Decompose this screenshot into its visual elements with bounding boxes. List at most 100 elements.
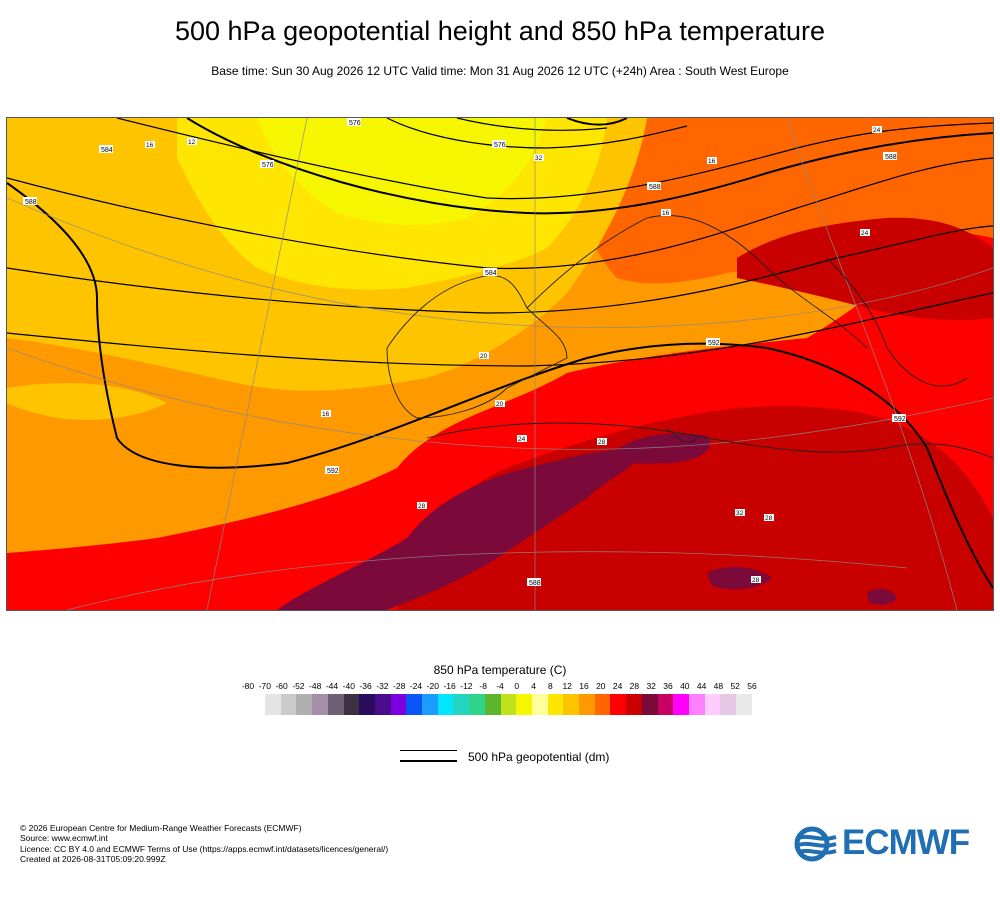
contour-label: 588 [647, 182, 661, 191]
contour-label-text: 588 [885, 154, 897, 161]
colorbar-tick-label: 28 [629, 681, 640, 691]
colorbar-swatch [484, 694, 501, 715]
ecmwf-logo-text: ECMWF [842, 823, 970, 862]
footer-source: Source: www.ecmwf.int [20, 833, 108, 844]
temp-label: 28 [597, 438, 607, 446]
temp-band-warm-west [7, 383, 167, 420]
colorbar-tick-label: -24 [409, 681, 423, 691]
temp-label-text: 16 [708, 158, 716, 165]
contour-label: 588 [883, 152, 897, 161]
colorbar-tick-label: -12 [460, 681, 473, 691]
contour-label-text: 588 [25, 199, 37, 206]
temp-label-text: 32 [535, 155, 543, 162]
colorbar-tick-label: -44 [325, 681, 339, 691]
contour-label-text: 588 [529, 580, 541, 587]
colorbar-tick-label: 44 [696, 681, 707, 691]
temp-label-group: 16 12 16 20 16 16 20 24 28 28 32 24 24 2… [145, 126, 882, 584]
temp-label-text: 16 [662, 210, 670, 217]
contour-label-text: 584 [101, 147, 113, 154]
chart-title: 500 hPa geopotential height and 850 hPa … [174, 16, 825, 46]
ecmwf-logo: ECMWF [794, 823, 984, 862]
temp-label-text: 32 [736, 510, 744, 517]
colorbar-tick-label: 4 [531, 681, 536, 691]
colorbar-swatch [579, 694, 595, 715]
footer-copyright: © 2026 European Centre for Medium-Range … [20, 823, 302, 833]
temp-label-text: 28 [598, 439, 606, 446]
colorbar-swatch [406, 694, 423, 715]
colorbar-tick-label: -20 [426, 681, 439, 691]
lat-lon-grid [7, 118, 993, 610]
temp-band-32 [277, 448, 639, 610]
geopotential-contours [7, 118, 993, 367]
temp-label: 16 [661, 209, 671, 217]
colorbar-swatch [296, 694, 313, 715]
temp-label: 32 [534, 154, 544, 162]
colorbar-tick-label: 32 [646, 681, 656, 691]
colorbar-tick-label: -32 [376, 681, 389, 691]
colorbar-tick-label: 0 [514, 681, 520, 691]
legend-line-thick [400, 760, 457, 762]
colorbar-swatch [359, 694, 375, 715]
colorbar-swatch [720, 694, 737, 715]
colorbar-swatch [547, 694, 564, 715]
colorbar-tick-label: -28 [393, 681, 406, 691]
coastlines [386, 215, 993, 459]
footer-licence: Licence: CC BY 4.0 and ECMWF Terms of Us… [20, 843, 389, 854]
temp-label: 28 [751, 576, 761, 584]
temp-label-text: 20 [496, 401, 504, 408]
temp-label: 16 [145, 141, 155, 149]
colorbar-swatch [280, 694, 297, 715]
temp-label-text: 24 [861, 230, 869, 237]
temp-label: 16 [707, 157, 717, 165]
colorbar-tick-label: -8 [479, 681, 487, 691]
colorbar-swatch [641, 694, 658, 715]
contour-label-text: 584 [485, 270, 497, 277]
temp-label: 28 [764, 514, 774, 522]
colorbar-swatch [422, 694, 438, 715]
contour-label-text: 576 [349, 120, 361, 127]
colorbar-swatch [265, 694, 281, 715]
footer-created: Created at 2026-08-31T05:09:20.999Z [20, 854, 166, 865]
colorbar-swatch [594, 694, 611, 715]
colorbar-swatch [390, 694, 407, 715]
temp-band-32-south [707, 566, 772, 590]
temp-label-text: 16 [146, 142, 154, 149]
temp-band-32-east [867, 588, 897, 605]
colorbar-tick-label: -4 [496, 681, 504, 691]
temp-label: 24 [517, 435, 527, 443]
colorbar [265, 694, 752, 715]
temp-band-28 [397, 406, 993, 610]
temp-label: 24 [872, 126, 882, 134]
contour-label: 592 [892, 414, 906, 423]
colorbar-tick-label: -52 [292, 681, 305, 691]
colorbar-ticks: -80 -70 -60 -52 -48 -44 -40 -36 -32 -28 -24 -20 -16-… [0, 681, 1000, 693]
legend-line-thin [400, 750, 457, 751]
contour-label: 588 [23, 197, 37, 206]
colorbar-swatch [437, 694, 454, 715]
contour-label-text: 592 [327, 468, 339, 475]
contour-label: 592 [706, 338, 720, 347]
colorbar-tick-label: 48 [713, 681, 724, 691]
temp-label-text: 16 [322, 411, 330, 418]
forecast-map[interactable]: 588 584 576 576 584 588 588 592 592 592 … [6, 117, 994, 611]
temp-label: 32 [735, 509, 745, 517]
colorbar-swatch [516, 694, 532, 715]
temp-band-8 [257, 118, 547, 225]
temp-label-text: 28 [752, 577, 760, 584]
colorbar-swatch [343, 694, 360, 715]
colorbar-tick-label: -60 [275, 681, 288, 691]
contour-label: 584 [483, 268, 497, 277]
colorbar-title: 850 hPa temperature (C) [433, 663, 567, 677]
contour-label: 576 [492, 140, 506, 149]
contour-label: 576 [260, 160, 274, 169]
colorbar-swatch [657, 694, 674, 715]
colorbar-swatch [563, 694, 580, 715]
contour-label: 576 [347, 118, 361, 127]
colorbar-swatch [673, 694, 689, 715]
chart-subtitle: Base time: Sun 30 Aug 2026 12 UTC Valid … [211, 64, 789, 78]
temp-label: 16 [321, 410, 331, 418]
colorbar-tick-label: -80 [241, 681, 255, 691]
contour-label: 588 [527, 578, 541, 587]
colorbar-swatch [704, 694, 721, 715]
colorbar-swatch [531, 694, 548, 715]
